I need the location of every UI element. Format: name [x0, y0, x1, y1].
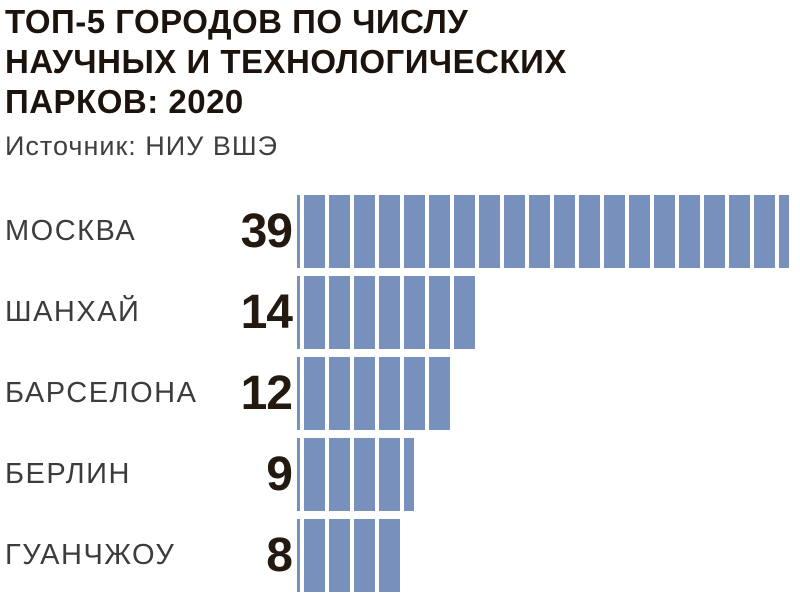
bar-row: БАРСЕЛОНА 12 [5, 357, 800, 430]
bar-segment [454, 195, 475, 268]
chart-title: ТОП-5 ГОРОДОВ ПО ЧИСЛУ НАУЧНЫХ И ТЕХНОЛОГ… [5, 2, 800, 122]
city-label: БАРСЕЛОНА [5, 377, 198, 409]
bar-segment [354, 276, 375, 349]
bar-segment [304, 357, 325, 430]
bar-segment [754, 195, 775, 268]
value-label: 8 [266, 529, 293, 582]
bar-segment [304, 519, 325, 592]
city-label: ГУАНЧЖОУ [5, 539, 176, 571]
bar-baseline [297, 195, 300, 268]
title-line: ТОП-5 ГОРОДОВ ПО ЧИСЛУ [5, 3, 469, 40]
city-label: ШАНХАЙ [5, 296, 141, 328]
bar-segment [329, 276, 350, 349]
bar-segment [354, 519, 375, 592]
bar-row: БЕРЛИН 9 [5, 438, 800, 511]
bar-segment [704, 195, 725, 268]
bar [297, 276, 800, 349]
value-label: 9 [266, 448, 293, 501]
bar-segment [354, 195, 375, 268]
bar-segment [579, 195, 600, 268]
bar-segment [354, 438, 375, 511]
bar-segment [479, 195, 500, 268]
bar-segment [304, 438, 325, 511]
bar-segment [629, 195, 650, 268]
title-line: НАУЧНЫХ И ТЕХНОЛОГИЧЕСКИХ [5, 43, 567, 80]
title-line: ПАРКОВ: 2020 [5, 83, 244, 120]
bar-row: МОСКВА 39 [5, 195, 800, 268]
bar-segment [329, 357, 350, 430]
bar-segment-half [404, 438, 414, 511]
bar-chart: МОСКВА 39 ШАНХАЙ 14 БАРСЕЛОНА 12 БЕРЛИН 9 ГУАНЧЖ… [5, 195, 800, 592]
bar [297, 519, 800, 592]
bar-segment [729, 195, 750, 268]
bar [297, 195, 800, 268]
bar-segment [379, 438, 400, 511]
bar-segment [529, 195, 550, 268]
bar-segment [329, 519, 350, 592]
bar [297, 438, 800, 511]
value-label: 14 [240, 286, 293, 339]
bar-segment [379, 357, 400, 430]
city-label: БЕРЛИН [5, 458, 131, 490]
bar-segment [429, 276, 450, 349]
bar-segment [404, 195, 425, 268]
value-label: 39 [240, 205, 293, 258]
bar-segment [329, 195, 350, 268]
bar-segment [304, 195, 325, 268]
bar-baseline [297, 276, 300, 349]
bar-segment [679, 195, 700, 268]
bar-segment [654, 195, 675, 268]
bar [297, 357, 800, 430]
bar-row: ГУАНЧЖОУ 8 [5, 519, 800, 592]
bar-row: ШАНХАЙ 14 [5, 276, 800, 349]
bar-baseline [297, 519, 300, 592]
bar-segment [429, 357, 450, 430]
bar-segment [554, 195, 575, 268]
bar-segment [379, 276, 400, 349]
bar-segment [304, 276, 325, 349]
bar-baseline [297, 357, 300, 430]
bar-segment [379, 519, 400, 592]
bar-segment-half [779, 195, 789, 268]
bar-segment [404, 276, 425, 349]
bar-segment [604, 195, 625, 268]
bar-segment [404, 357, 425, 430]
bar-baseline [297, 438, 300, 511]
bar-segment [504, 195, 525, 268]
bar-segment [354, 357, 375, 430]
bar-segment [329, 438, 350, 511]
bar-segment [454, 276, 475, 349]
value-label: 12 [240, 367, 293, 420]
source-label: Источник: НИУ ВШЭ [5, 131, 278, 161]
bar-segment [429, 195, 450, 268]
city-label: МОСКВА [5, 215, 137, 247]
bar-segment [379, 195, 400, 268]
